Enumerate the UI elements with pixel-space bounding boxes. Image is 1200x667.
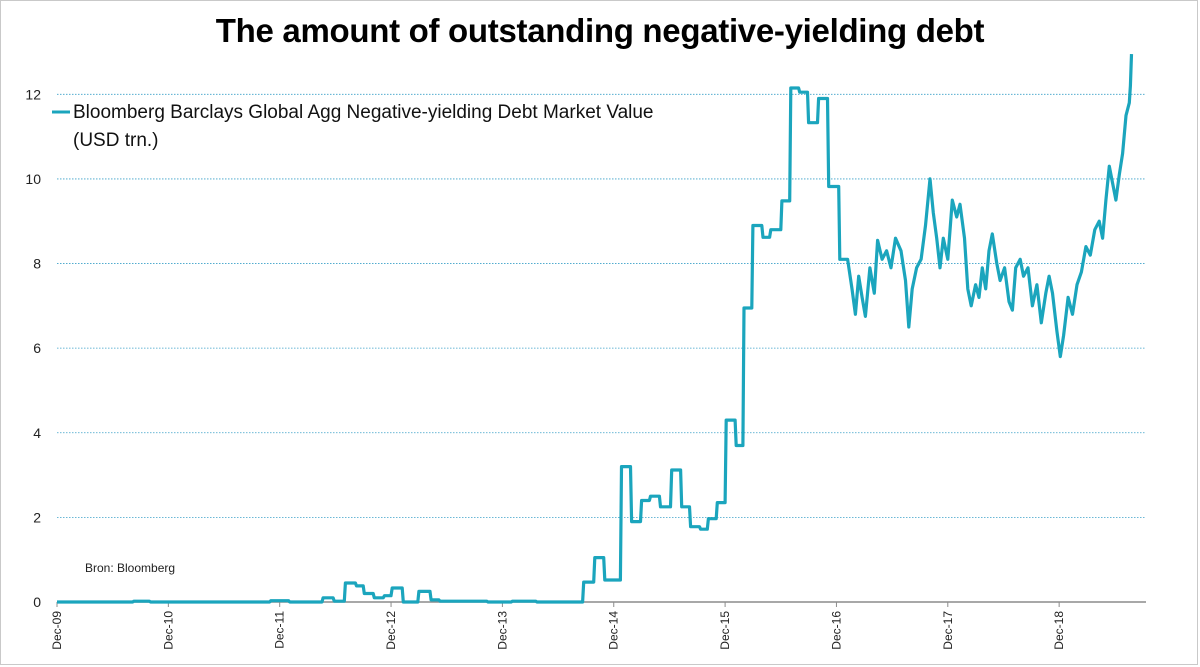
series-line (57, 54, 1134, 604)
y-tick-label: 6 (33, 340, 41, 356)
x-tick-label: Dec-09 (50, 611, 64, 650)
x-tick-label: Dec-15 (718, 611, 732, 650)
x-tick-label: Dec-16 (829, 611, 843, 650)
x-tick-label: Dec-14 (607, 611, 621, 650)
x-tick-label: Dec-11 (273, 611, 287, 649)
y-tick-label: 0 (33, 594, 41, 610)
y-tick-label: 8 (33, 256, 41, 272)
x-axis-ticks: Dec-09 Dec-10 Dec-11 Dec-12 Dec-13 Dec-14 Dec-… (50, 602, 1066, 650)
series-group (57, 54, 1134, 604)
legend-unit: (USD trn.) (73, 130, 159, 151)
gridlines (57, 93, 1146, 518)
legend-label: Bloomberg Barclays Global Agg Negative-y… (73, 102, 654, 123)
source-note: Bron: Bloomberg (85, 561, 175, 575)
x-tick-label: Dec-12 (384, 611, 398, 650)
y-tick-label: 4 (33, 425, 41, 441)
y-tick-label: 2 (33, 509, 41, 525)
legend: Bloomberg Barclays Global Agg Negative-y… (52, 102, 654, 151)
chart-title: The amount of outstanding negative-yield… (215, 12, 985, 49)
x-tick-label: Dec-10 (161, 611, 175, 650)
x-tick-label: Dec-13 (495, 611, 509, 650)
x-tick-label: Dec-18 (1052, 611, 1066, 650)
x-tick-label: Dec-17 (941, 611, 955, 650)
y-tick-label: 10 (25, 171, 41, 187)
y-tick-label: 12 (25, 86, 41, 102)
y-axis-ticks: 0 2 4 6 8 10 12 (25, 86, 41, 610)
